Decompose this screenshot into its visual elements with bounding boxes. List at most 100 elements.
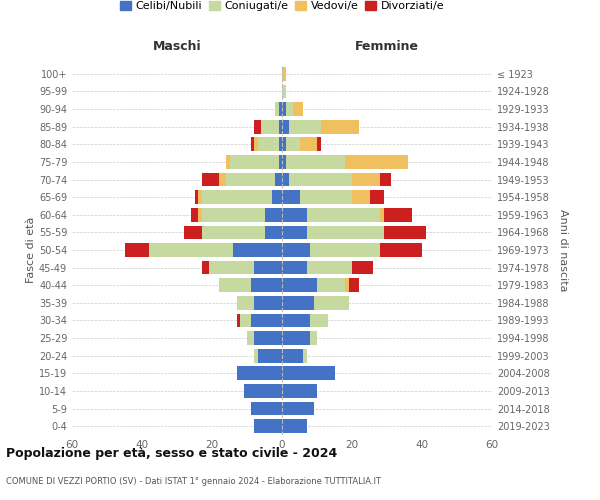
Bar bbox=[226, 172, 275, 186]
Bar bbox=[226, 155, 229, 169]
Bar bbox=[219, 278, 251, 292]
Bar bbox=[383, 226, 425, 239]
Bar bbox=[282, 260, 307, 274]
Bar bbox=[282, 331, 310, 345]
Y-axis label: Fasce di età: Fasce di età bbox=[26, 217, 36, 283]
Bar bbox=[125, 243, 149, 257]
Bar bbox=[307, 226, 383, 239]
Bar bbox=[317, 138, 320, 151]
Bar bbox=[278, 102, 282, 116]
Bar bbox=[286, 155, 345, 169]
Bar bbox=[282, 278, 317, 292]
Bar bbox=[184, 226, 202, 239]
Bar bbox=[282, 420, 307, 433]
Bar bbox=[345, 278, 349, 292]
Bar bbox=[194, 190, 198, 204]
Bar bbox=[261, 120, 278, 134]
Bar bbox=[282, 243, 310, 257]
Bar bbox=[352, 260, 373, 274]
Bar bbox=[282, 314, 310, 328]
Bar bbox=[240, 314, 251, 328]
Bar bbox=[265, 226, 282, 239]
Text: COMUNE DI VEZZI PORTIO (SV) - Dati ISTAT 1° gennaio 2024 - Elaborazione TUTTITAL: COMUNE DI VEZZI PORTIO (SV) - Dati ISTAT… bbox=[6, 478, 381, 486]
Bar bbox=[219, 172, 226, 186]
Bar bbox=[254, 260, 282, 274]
Legend: Celibi/Nubili, Coniugati/e, Vedovi/e, Divorziati/e: Celibi/Nubili, Coniugati/e, Vedovi/e, Di… bbox=[115, 0, 449, 16]
Bar bbox=[265, 208, 282, 222]
Bar bbox=[247, 331, 254, 345]
Bar bbox=[282, 138, 286, 151]
Bar bbox=[320, 120, 359, 134]
Y-axis label: Anni di nascita: Anni di nascita bbox=[558, 209, 568, 291]
Bar bbox=[271, 190, 282, 204]
Bar bbox=[254, 138, 257, 151]
Bar bbox=[310, 331, 317, 345]
Bar bbox=[251, 138, 254, 151]
Bar bbox=[310, 243, 380, 257]
Bar bbox=[257, 349, 282, 362]
Bar bbox=[233, 243, 282, 257]
Bar bbox=[254, 296, 282, 310]
Bar bbox=[317, 278, 345, 292]
Bar bbox=[370, 190, 383, 204]
Bar bbox=[202, 172, 219, 186]
Bar bbox=[310, 314, 328, 328]
Bar bbox=[383, 208, 412, 222]
Bar bbox=[307, 260, 352, 274]
Bar bbox=[254, 331, 282, 345]
Bar bbox=[254, 120, 261, 134]
Bar bbox=[299, 190, 352, 204]
Bar bbox=[251, 278, 282, 292]
Bar bbox=[282, 120, 289, 134]
Bar bbox=[251, 314, 282, 328]
Bar bbox=[282, 208, 307, 222]
Bar bbox=[282, 402, 314, 415]
Text: Popolazione per età, sesso e stato civile - 2024: Popolazione per età, sesso e stato civil… bbox=[6, 448, 337, 460]
Bar bbox=[254, 420, 282, 433]
Bar bbox=[293, 102, 303, 116]
Bar bbox=[278, 155, 282, 169]
Bar bbox=[236, 314, 240, 328]
Bar bbox=[278, 138, 282, 151]
Bar bbox=[282, 84, 286, 98]
Bar bbox=[198, 190, 202, 204]
Bar bbox=[289, 172, 352, 186]
Bar bbox=[282, 366, 335, 380]
Bar bbox=[254, 349, 257, 362]
Bar bbox=[299, 138, 317, 151]
Bar bbox=[275, 102, 278, 116]
Bar bbox=[202, 208, 265, 222]
Bar bbox=[349, 278, 359, 292]
Bar bbox=[275, 172, 282, 186]
Bar bbox=[236, 366, 282, 380]
Bar bbox=[209, 260, 254, 274]
Bar bbox=[282, 67, 286, 80]
Bar bbox=[202, 190, 271, 204]
Bar bbox=[236, 296, 254, 310]
Bar bbox=[198, 208, 202, 222]
Bar bbox=[282, 226, 307, 239]
Bar bbox=[289, 120, 320, 134]
Bar bbox=[282, 172, 289, 186]
Text: Maschi: Maschi bbox=[152, 40, 202, 52]
Bar bbox=[282, 102, 286, 116]
Bar bbox=[257, 138, 278, 151]
Bar bbox=[282, 155, 286, 169]
Bar bbox=[307, 208, 380, 222]
Bar bbox=[282, 296, 314, 310]
Bar bbox=[278, 120, 282, 134]
Bar bbox=[380, 172, 391, 186]
Bar bbox=[229, 155, 278, 169]
Bar bbox=[352, 172, 380, 186]
Bar bbox=[251, 402, 282, 415]
Bar bbox=[202, 260, 209, 274]
Bar bbox=[282, 384, 317, 398]
Bar bbox=[380, 208, 383, 222]
Bar bbox=[149, 243, 233, 257]
Bar bbox=[352, 190, 370, 204]
Bar bbox=[282, 190, 299, 204]
Bar bbox=[286, 102, 293, 116]
Bar bbox=[314, 296, 349, 310]
Bar bbox=[244, 384, 282, 398]
Bar bbox=[286, 138, 299, 151]
